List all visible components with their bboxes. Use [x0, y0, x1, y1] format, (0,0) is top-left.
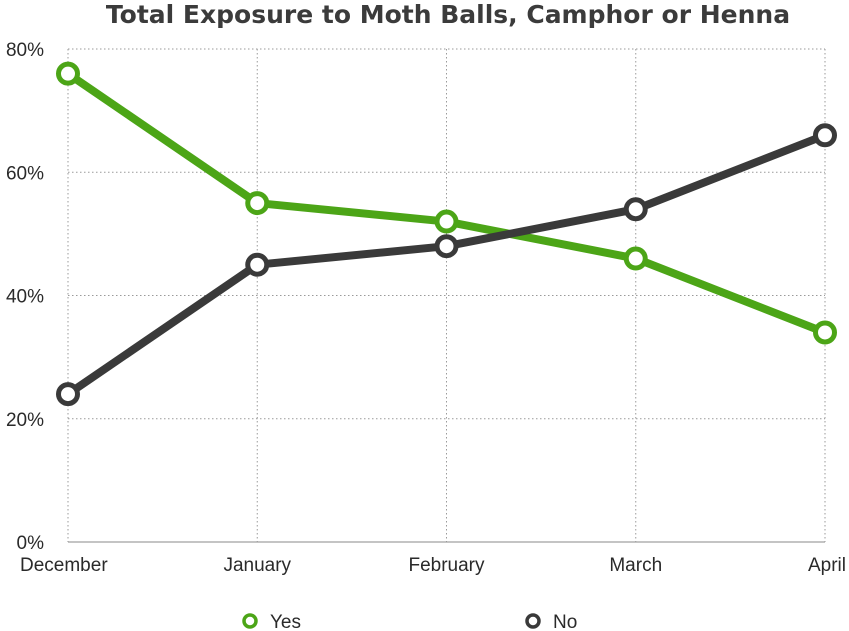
chart-title: Total Exposure to Moth Balls, Camphor or… [106, 0, 790, 29]
data-point [813, 320, 837, 345]
legend: Yes No [242, 612, 577, 631]
y-tick-label: 60% [6, 163, 44, 184]
gridlines [67, 48, 826, 543]
series-no [56, 123, 837, 407]
data-point [623, 197, 648, 222]
legend-marker [525, 613, 541, 629]
data-point [245, 191, 270, 216]
data-point [56, 61, 80, 86]
series-yes [56, 61, 837, 345]
x-tick-label: December [20, 555, 108, 576]
data-point [245, 252, 270, 277]
y-tick-label: 20% [6, 410, 44, 431]
x-tick-label: February [408, 555, 485, 576]
data-point [56, 382, 80, 407]
y-tick-label: 0% [17, 533, 45, 554]
legend-item-yes: Yes [242, 612, 301, 631]
legend-item-no: No [525, 612, 577, 631]
x-axis-tick-labels: December January February March April [20, 555, 846, 576]
y-axis-tick-labels: 0% 20% 40% 60% 80% [6, 40, 44, 554]
legend-label: Yes [270, 612, 301, 631]
series-group [56, 61, 837, 407]
data-point [434, 209, 459, 234]
legend-marker [242, 613, 258, 629]
x-tick-label: March [609, 555, 662, 576]
data-point [813, 123, 837, 148]
x-tick-label: January [223, 555, 291, 576]
y-tick-label: 40% [6, 287, 44, 308]
legend-label: No [553, 612, 577, 631]
data-point [623, 246, 648, 271]
y-tick-label: 80% [6, 40, 44, 61]
data-point [434, 234, 459, 259]
x-tick-label: April [808, 555, 846, 576]
